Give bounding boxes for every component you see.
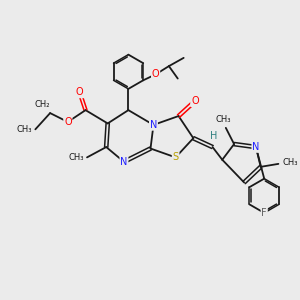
- Text: S: S: [172, 152, 179, 162]
- Text: O: O: [152, 69, 159, 80]
- Text: CH₃: CH₃: [215, 115, 231, 124]
- Text: CH₂: CH₂: [35, 100, 50, 109]
- Text: O: O: [64, 117, 72, 127]
- Text: O: O: [191, 96, 199, 106]
- Text: F: F: [261, 208, 267, 218]
- Text: O: O: [76, 87, 83, 98]
- Text: H: H: [210, 131, 218, 141]
- Text: CH₃: CH₃: [16, 125, 32, 134]
- Text: CH₃: CH₃: [282, 158, 298, 167]
- Text: N: N: [150, 120, 157, 130]
- Text: N: N: [120, 157, 128, 167]
- Text: CH₃: CH₃: [68, 153, 84, 162]
- Text: N: N: [252, 142, 260, 152]
